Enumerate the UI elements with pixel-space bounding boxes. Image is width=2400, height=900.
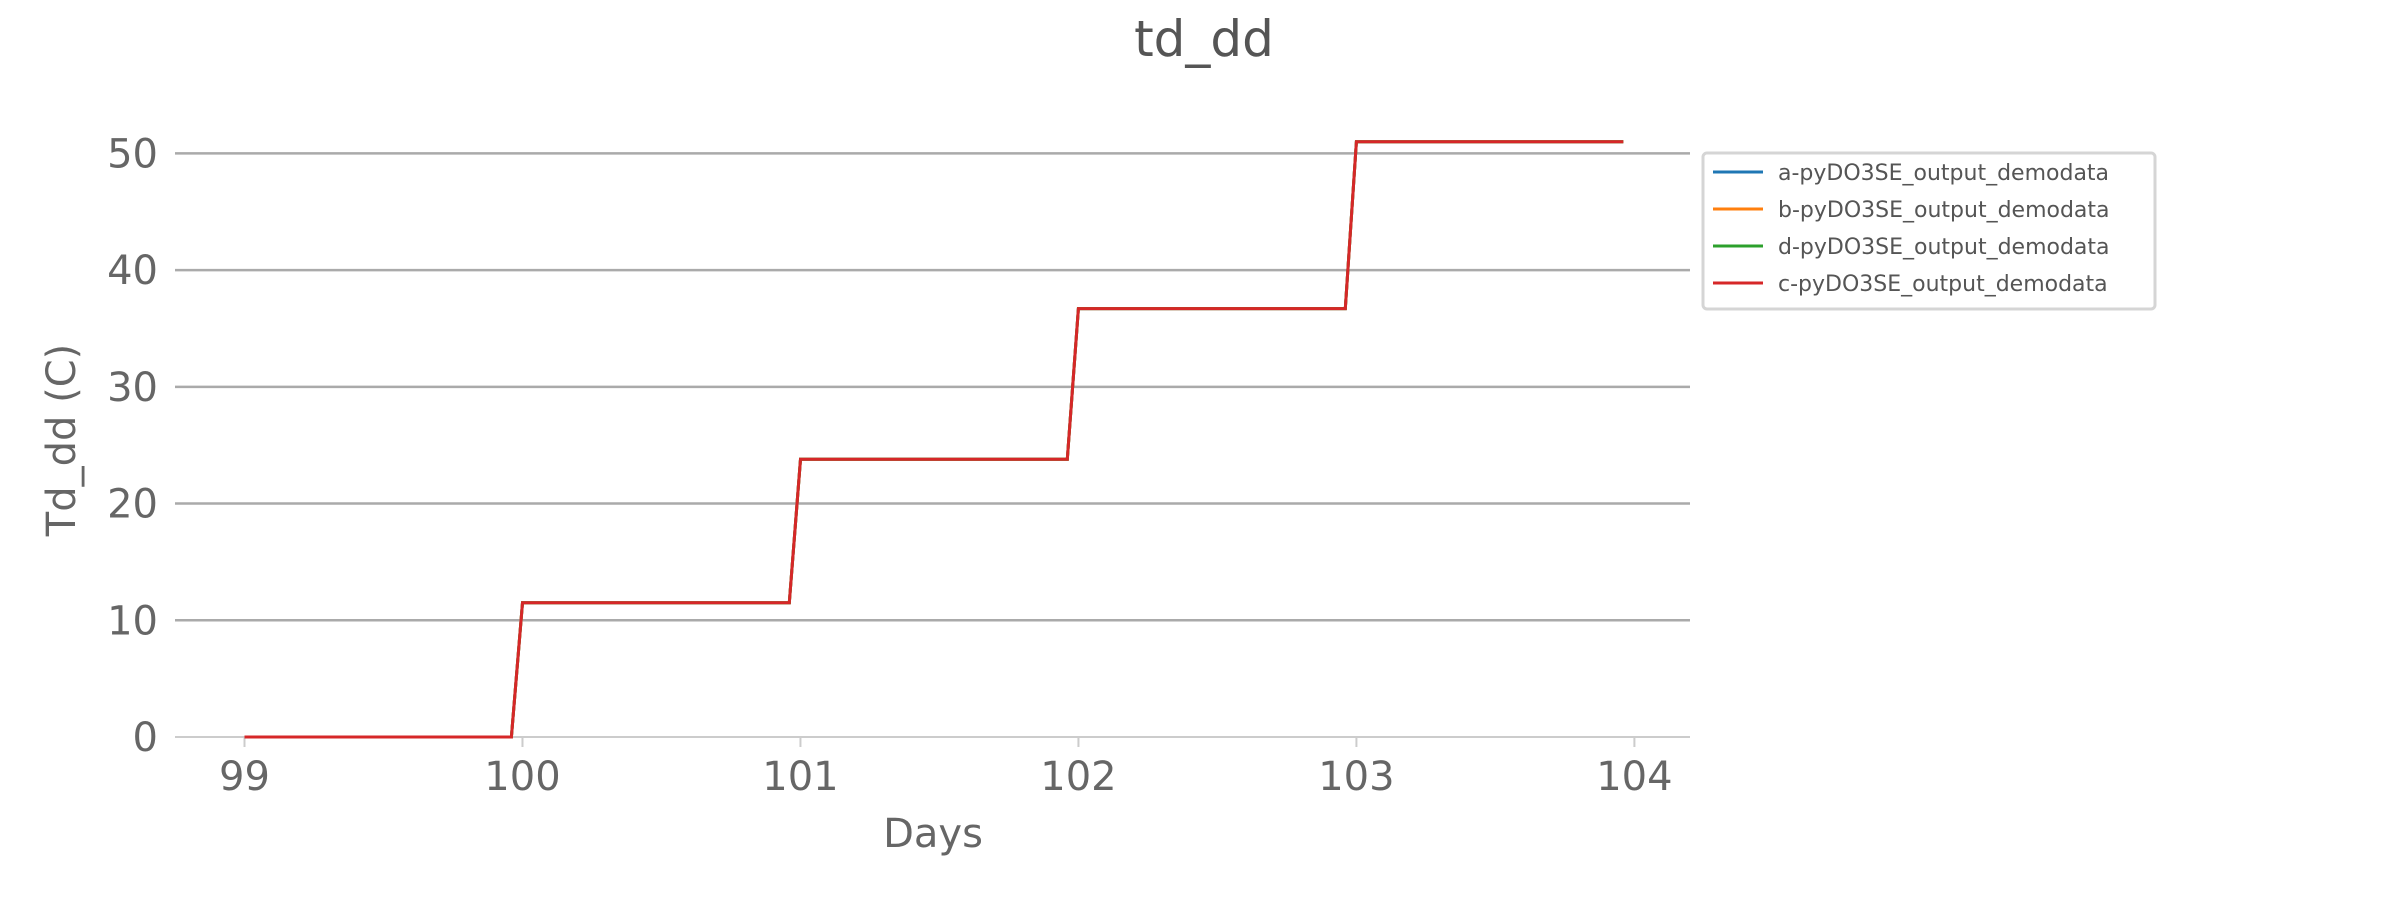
y-tick-label: 10 xyxy=(107,598,158,644)
x-tick-label: 102 xyxy=(1040,754,1116,800)
x-tick-label: 99 xyxy=(219,754,270,800)
grid-lines xyxy=(175,152,1690,622)
series-line xyxy=(244,140,1624,739)
legend-label: c-pyDO3SE_output_demodata xyxy=(1778,272,2108,297)
x-tick-label: 104 xyxy=(1596,754,1672,800)
x-tick-label: 101 xyxy=(762,754,838,800)
legend-label: d-pyDO3SE_output_demodata xyxy=(1778,235,2110,260)
x-axis-ticks: 99 100 101 102 103 104 xyxy=(219,737,1673,800)
legend: a-pyDO3SE_output_demodata b-pyDO3SE_outpu… xyxy=(1701,151,2157,311)
legend-label: b-pyDO3SE_output_demodata xyxy=(1778,198,2110,223)
y-tick-label: 30 xyxy=(107,365,158,411)
series-line xyxy=(244,140,1624,739)
y-tick-label: 20 xyxy=(107,482,158,528)
x-tick-label: 100 xyxy=(484,754,560,800)
plot-lines xyxy=(244,140,1624,739)
series-line xyxy=(244,140,1624,739)
chart-title: td_dd xyxy=(1134,10,1274,68)
legend-box xyxy=(1701,151,2157,311)
x-axis-label: Days xyxy=(883,811,983,857)
y-tick-label: 40 xyxy=(107,248,158,294)
series-line xyxy=(244,140,1624,739)
y-axis-label: Td_dd (C) xyxy=(39,344,85,537)
y-axis-ticks: 0 10 20 30 40 50 xyxy=(107,131,158,761)
y-tick-label: 0 xyxy=(133,715,158,761)
y-tick-label: 50 xyxy=(107,131,158,177)
x-tick-label: 103 xyxy=(1318,754,1394,800)
legend-label: a-pyDO3SE_output_demodata xyxy=(1778,161,2109,186)
